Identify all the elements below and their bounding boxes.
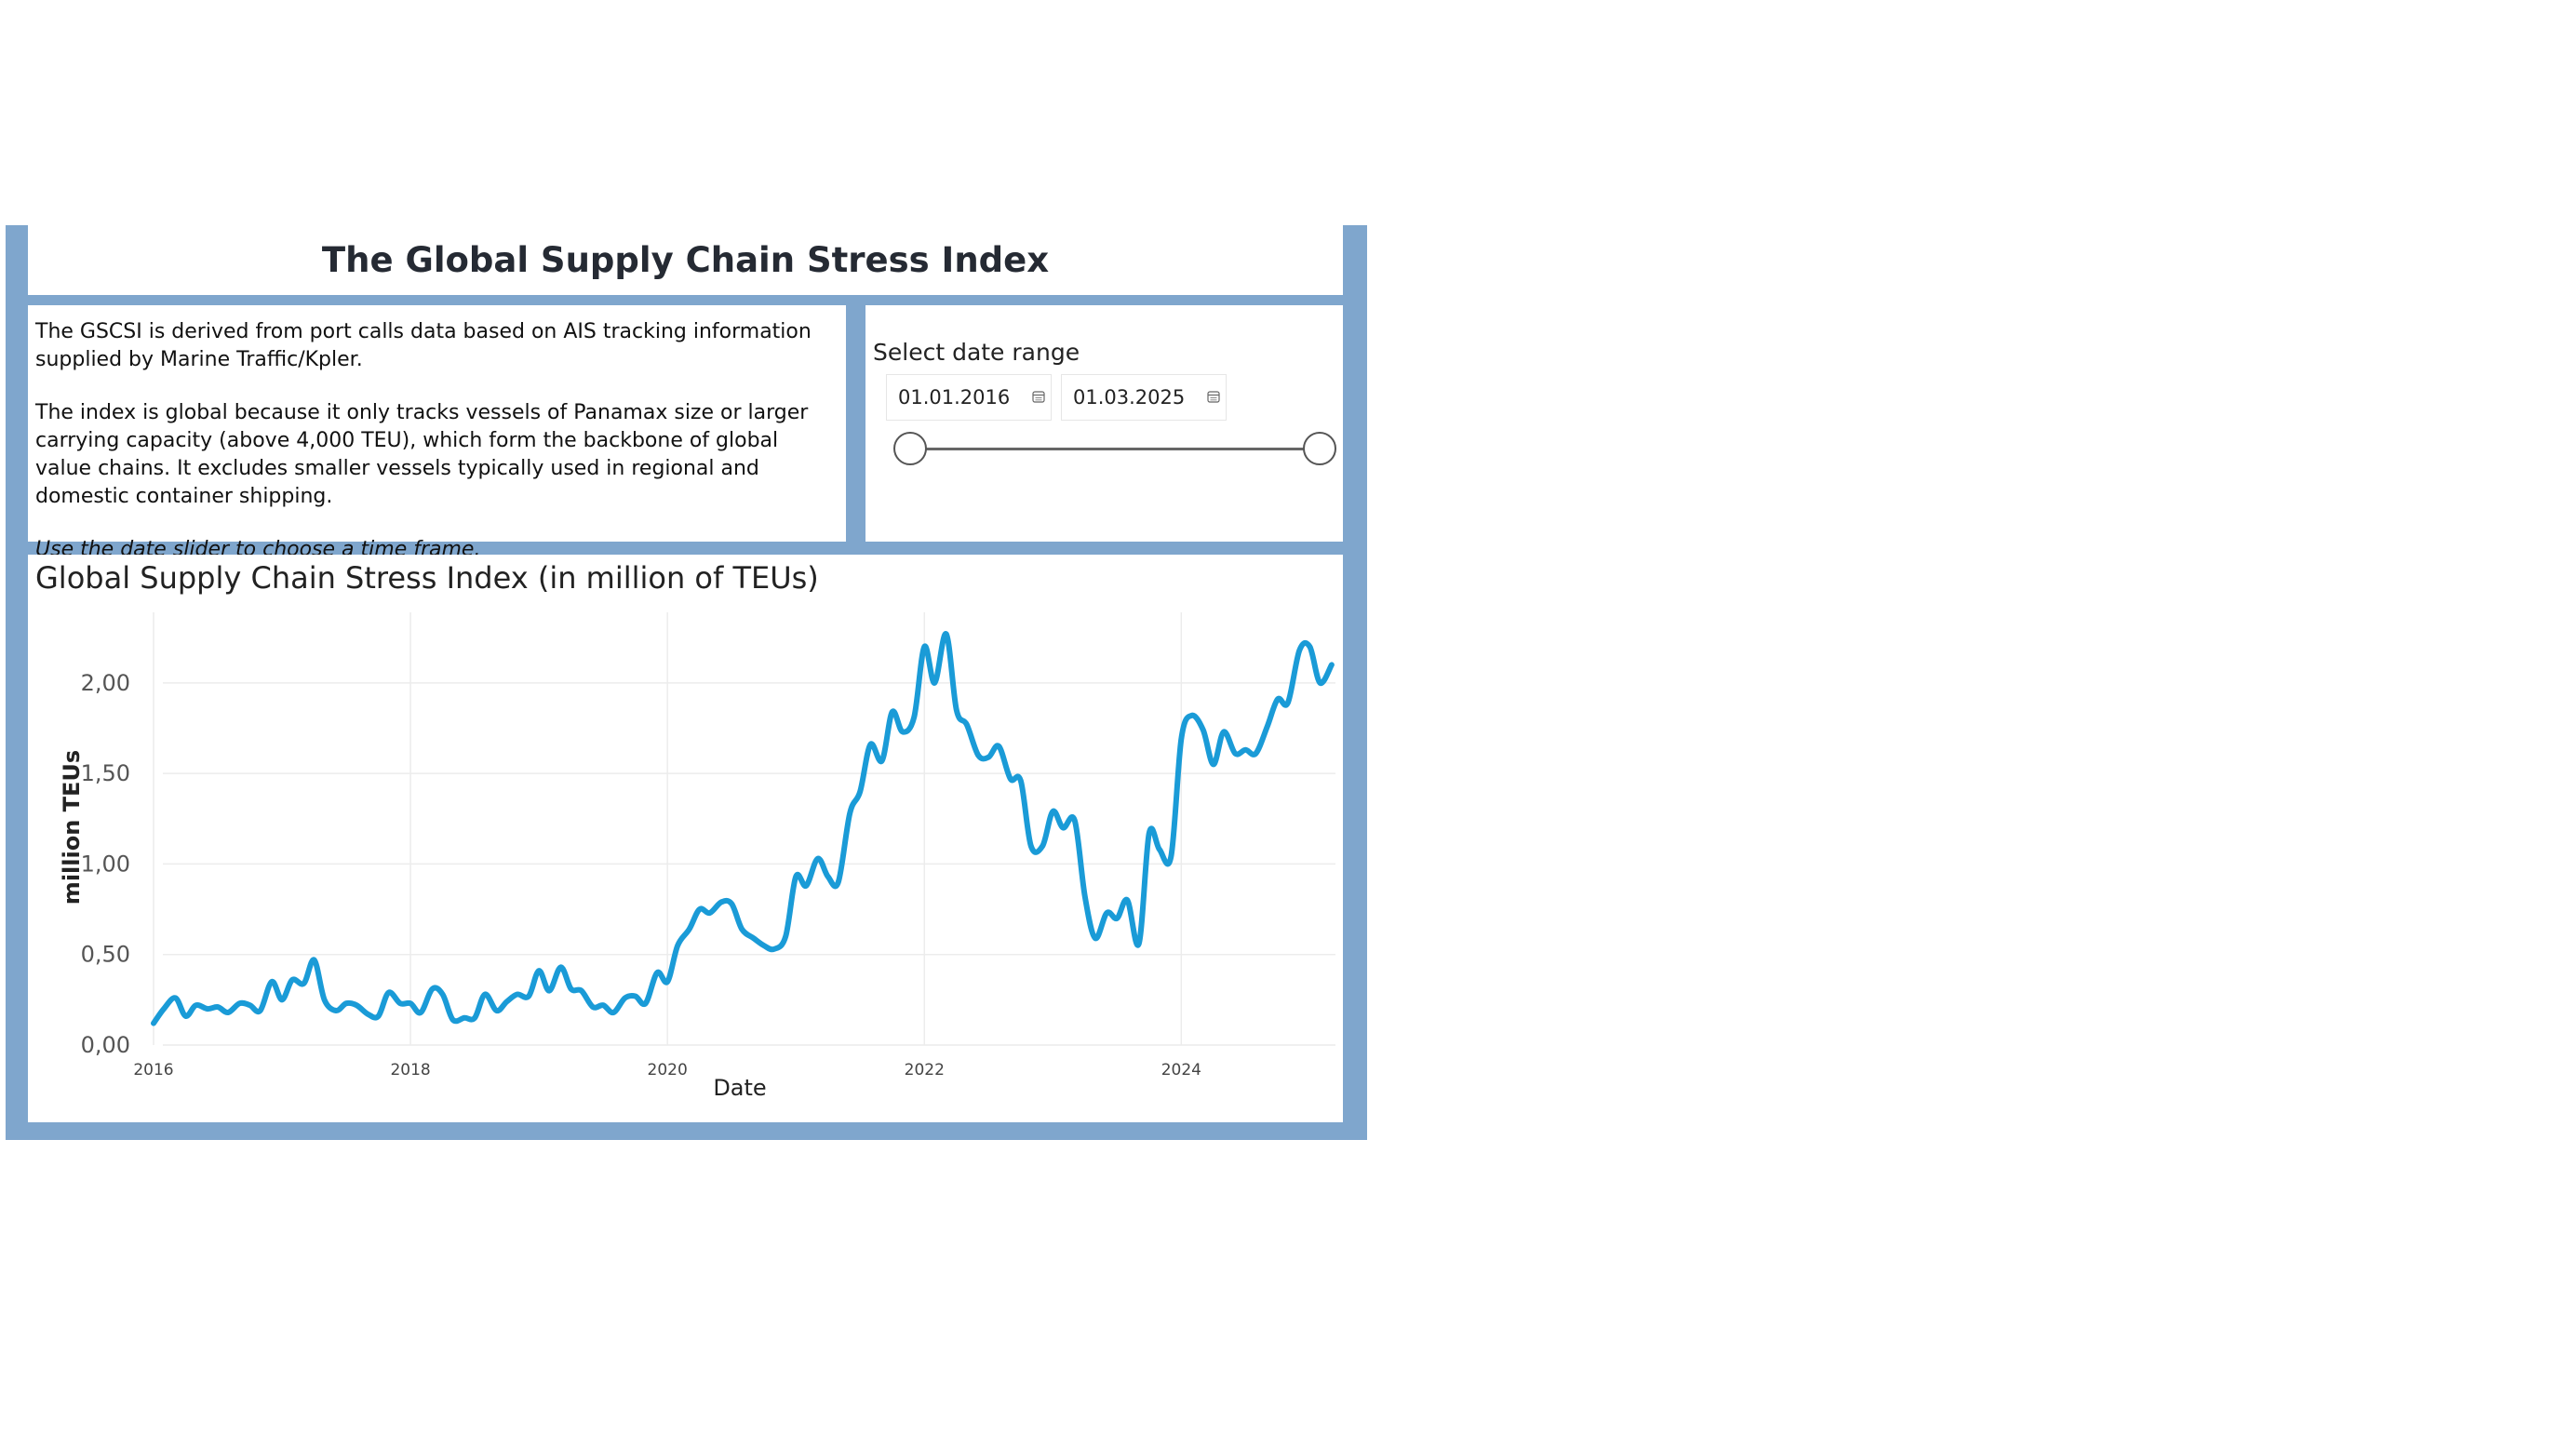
x-tick-label: 2022 bbox=[905, 1061, 945, 1079]
chart-panel: Global Supply Chain Stress Index (in mil… bbox=[28, 555, 1343, 1122]
description-panel: The GSCSI is derived from port calls dat… bbox=[28, 305, 846, 561]
y-tick-label: 1,50 bbox=[81, 760, 130, 786]
dashboard-frame: The Global Supply Chain Stress Index The… bbox=[6, 225, 1367, 1140]
chart-tick-labels: 0,00 0,50 1,00 1,50 2,00 2016 2018 2020 2022 2024 bbox=[81, 670, 1201, 1079]
x-axis-label: Date bbox=[713, 1075, 766, 1101]
end-date-value: 01.03.2025 bbox=[1073, 386, 1186, 409]
chart-series-layer bbox=[151, 631, 1335, 1026]
y-tick-label: 0,50 bbox=[81, 942, 130, 968]
title-panel: The Global Supply Chain Stress Index bbox=[28, 225, 1343, 295]
slicer-title: Select date range bbox=[873, 339, 1080, 366]
start-date-value: 01.01.2016 bbox=[898, 386, 1011, 409]
slider-handle-start[interactable] bbox=[893, 432, 927, 465]
stress-index-chart: 0,00 0,50 1,00 1,50 2,00 2016 2018 2020 2022 2024… bbox=[59, 612, 1335, 1101]
page-title: The Global Supply Chain Stress Index bbox=[321, 240, 1050, 280]
x-tick-label: 2016 bbox=[133, 1061, 173, 1079]
date-range-slicer: Select date range 01.01.2016 01.03.2025 bbox=[865, 305, 1343, 542]
chart-title: Global Supply Chain Stress Index (in mil… bbox=[35, 560, 819, 596]
start-date-input[interactable]: 01.01.2016 bbox=[886, 374, 1052, 421]
y-tick-label: 0,00 bbox=[81, 1032, 130, 1058]
calendar-icon[interactable] bbox=[1207, 390, 1220, 403]
y-axis-label: million TEUs bbox=[59, 750, 85, 905]
calendar-icon[interactable] bbox=[1032, 390, 1045, 403]
description-paragraph-2: The index is global because it only trac… bbox=[35, 401, 809, 508]
y-tick-label: 1,00 bbox=[81, 851, 130, 877]
chart-gridlines bbox=[153, 612, 1335, 1046]
description-paragraph-1: The GSCSI is derived from port calls dat… bbox=[35, 320, 812, 371]
x-tick-label: 2018 bbox=[390, 1061, 430, 1079]
y-tick-label: 2,00 bbox=[81, 670, 130, 696]
x-tick-label: 2020 bbox=[648, 1061, 688, 1079]
series-line-gscsi[interactable] bbox=[151, 631, 1335, 1026]
date-slider-track[interactable] bbox=[910, 448, 1320, 450]
end-date-input[interactable]: 01.03.2025 bbox=[1061, 374, 1227, 421]
x-tick-label: 2024 bbox=[1161, 1061, 1201, 1079]
slider-handle-end[interactable] bbox=[1303, 432, 1336, 465]
